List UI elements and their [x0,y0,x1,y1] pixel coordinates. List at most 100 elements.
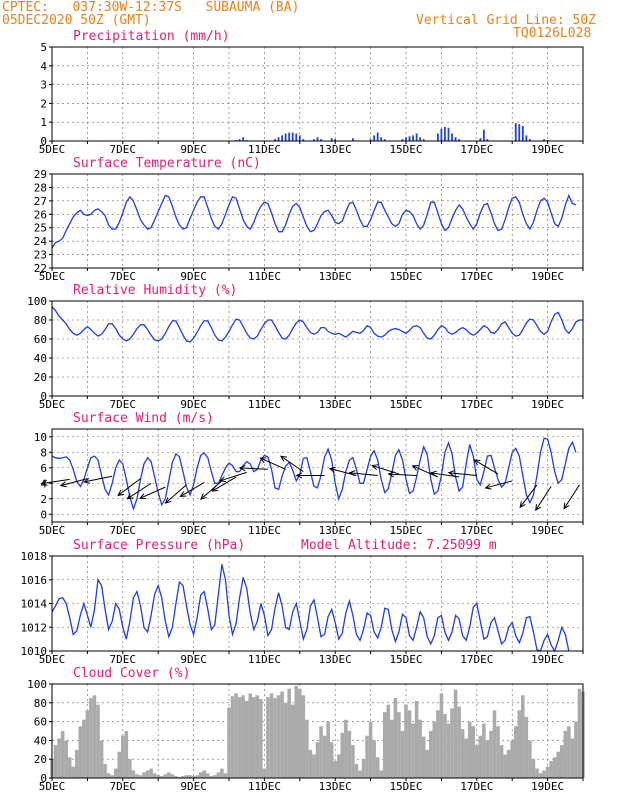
precip-bar [447,127,450,141]
cloud-bar [75,749,79,778]
cloud-bar [475,745,479,778]
wind-arrow-head [387,471,395,478]
x-tick-label: 19DEC [531,270,564,283]
y-tick-label: 100 [27,678,47,691]
precip-bar [295,133,298,141]
x-tick-label: 9DEC [180,143,207,156]
precip-bar [458,139,460,141]
cloud-bar [329,742,334,778]
cloud-bar [404,704,408,778]
cloud-bar [421,736,426,778]
y-tick-label: 4 [40,60,47,73]
y-tick-label: 60 [34,716,47,729]
x-tick-label: 17DEC [460,780,493,793]
y-tick-label: 1 [40,116,47,129]
cloud-bar [464,738,468,778]
cloud-bar [202,770,206,778]
x-tick-label: 7DEC [110,143,137,156]
precip-bar [369,139,372,141]
wind-arrow-head [348,470,356,477]
cloud-bar [556,751,560,778]
y-tick-label: 1018 [21,550,48,563]
header-model-id: TQ0126L028 [513,26,592,41]
x-tick-label: 7DEC [110,653,137,666]
cloud-bar [145,770,150,778]
panel-3 [40,428,584,525]
cloud-bar [446,723,451,778]
x-tick-label: 11DEC [248,143,281,156]
cloud-bar [382,712,387,778]
cloud-bar [393,698,398,778]
x-tick-label: 15DEC [389,653,422,666]
cloud-bar [478,735,483,778]
y-tick-label: 0 [40,508,47,521]
x-tick-label: 15DEC [389,398,422,411]
cloud-bar [312,754,316,778]
series-line [51,437,577,511]
wind-arrow-head [519,501,526,509]
cloud-bar [276,695,281,778]
cloud-bar [365,735,369,778]
cloud-bar [290,704,295,778]
cloud-bar [138,775,143,778]
wind-arrow-head [40,479,48,486]
wind-arrow-head [200,493,207,500]
panel-title: Surface Pressure (hPa) [73,538,245,553]
cloud-bar [471,726,476,778]
cloud-bar [167,772,171,778]
cloud-bar [241,695,245,778]
cloud-bar [344,719,348,778]
x-tick-label: 19DEC [531,780,564,793]
y-tick-label: 0 [40,772,47,785]
cloud-bar [528,740,532,778]
wind-arrow [431,472,460,478]
y-tick-label: 0 [40,390,47,403]
cloud-bar [333,761,337,778]
wind-arrow-head [219,476,227,483]
wind-arrow [200,480,223,500]
cloud-bar [53,745,58,778]
y-tick-label: 20 [34,371,47,384]
precip-bar [422,139,425,141]
precip-bar [518,124,521,141]
panel-frame [51,46,584,142]
panel-title: Cloud Cover (%) [73,666,190,681]
wind-arrow [388,473,417,476]
cloud-bar [443,714,447,778]
cloud-bar [255,695,260,778]
y-tick-label: 5 [40,41,47,54]
precip-bar [320,139,322,141]
precip-bar [444,126,446,141]
cloud-bar [559,745,564,778]
wind-arrow [535,486,552,511]
x-tick-label: 19DEC [531,653,564,666]
precip-bar [376,132,379,141]
panel-title: Surface Temperature (nC) [73,156,261,171]
series-line [51,306,583,343]
panel-frame [51,173,584,269]
x-tick-label: 15DEC [389,780,422,793]
panel-frame [51,683,584,779]
y-tick-label: 4 [40,477,47,490]
series-line [51,193,577,249]
cloud-bar [570,738,575,778]
cloud-bar [510,740,514,778]
cloud-bar [280,691,284,778]
wind-arrow [519,484,538,508]
cloud-bar [368,721,373,778]
panel-4 [49,555,584,654]
x-tick-label: 15DEC [389,524,422,537]
precip-bar [281,135,283,141]
cloud-bar [195,775,199,778]
cloud-bar [411,723,415,778]
precip-bar [313,139,315,141]
wind-arrow-head [117,489,125,497]
cloud-bar [358,770,362,778]
precip-bar [408,136,411,141]
wind-arrow [219,471,247,482]
y-tick-label: 3 [40,79,47,92]
header-date: 05DEC2020 50Z (GMT) [2,13,151,28]
precip-bar [380,137,383,141]
precip-bar [291,132,294,141]
